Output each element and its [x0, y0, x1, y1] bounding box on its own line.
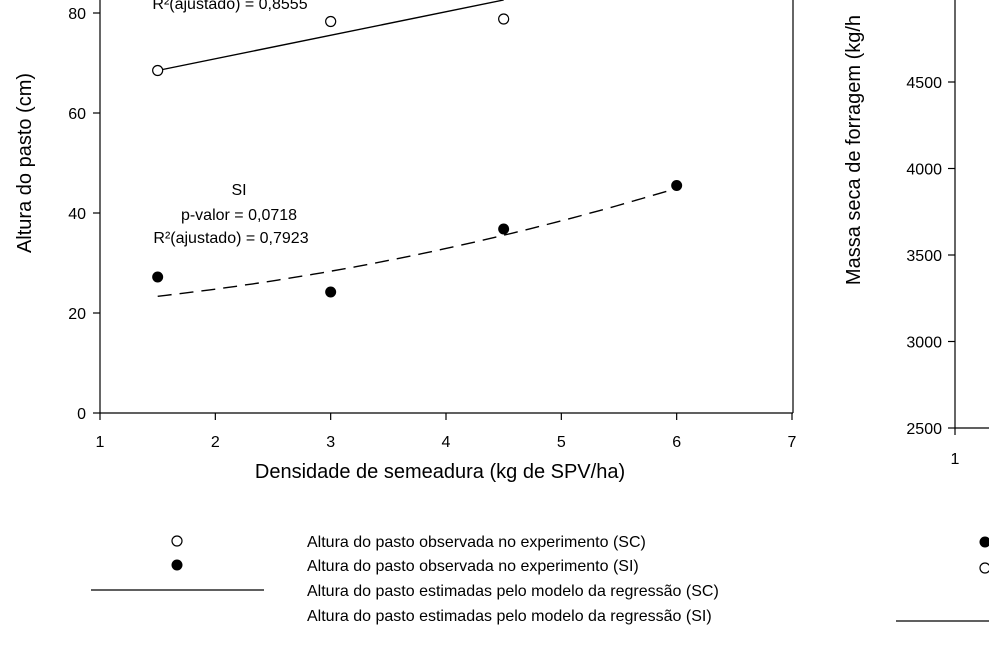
right-x-tick-label: 1	[951, 451, 960, 468]
left-y-tick-label: 40	[68, 206, 86, 223]
si-observed-point	[325, 286, 337, 298]
right-y-tick-label: 3000	[906, 335, 942, 352]
right-y-tick-label: 4000	[906, 162, 942, 179]
legend-item-si-observed: Altura do pasto observada no experimento…	[307, 558, 639, 575]
right-y-axis-title: Massa seca de forragem (kg/h	[843, 15, 865, 285]
left-x-axis-title: Densidade de semeadura (kg de SPV/ha)	[255, 461, 625, 483]
left-chart: 1 2 3 4 5 6 7 0 20 40 60 80 Densidade de semeadura…	[14, 0, 797, 483]
right-legend	[896, 536, 989, 622]
legend-item-si-estimated: Altura do pasto estimadas pelo modelo da…	[307, 608, 712, 625]
right-y-ticks: 2500 3000 3500 4000 4500	[906, 75, 955, 438]
left-y-tick-label: 60	[68, 106, 86, 123]
left-x-tick-label: 4	[442, 434, 451, 451]
left-y-ticks: 0 20 40 60 80	[68, 6, 100, 423]
right-x-ticks: 1	[951, 428, 960, 468]
left-x-tick-label: 7	[788, 434, 797, 451]
si-title-annotation: SI	[231, 182, 246, 199]
left-y-tick-label: 20	[68, 306, 86, 323]
si-observed-point	[498, 223, 510, 235]
si-r2-annotation: R²(ajustado) = 0,7923	[153, 230, 308, 247]
legend-item-sc-estimated: Altura do pasto estimadas pelo modelo da…	[307, 583, 719, 600]
left-x-tick-label: 3	[326, 434, 335, 451]
si-pvalue-annotation: p-valor = 0,0718	[181, 207, 297, 224]
left-x-ticks: 1 2 3 4 5 6 7	[96, 413, 797, 451]
left-y-tick-label: 0	[77, 406, 86, 423]
right-legend-open-circle-marker	[979, 562, 989, 574]
legend-item-sc-observed: Altura do pasto observada no experimento…	[307, 534, 646, 551]
sc-observed-points	[152, 13, 510, 77]
left-x-tick-label: 2	[211, 434, 220, 451]
si-observed-point	[671, 180, 683, 191]
si-regression-line	[157, 187, 677, 297]
left-x-tick-label: 1	[96, 434, 105, 451]
sc-regression-line	[157, 0, 504, 72]
left-y-axis-title: Altura do pasto (cm)	[14, 73, 36, 253]
left-x-tick-label: 5	[557, 434, 566, 451]
right-y-tick-label: 2500	[906, 421, 942, 438]
sc-r2-annotation: R²(ajustado) = 0,8555	[152, 0, 307, 13]
legend-filled-circle-marker	[171, 559, 183, 571]
si-observed-point	[152, 271, 164, 283]
right-chart: 2500 3000 3500 4000 4500 1 Massa seca de for…	[843, 0, 989, 468]
left-x-tick-label: 6	[672, 434, 681, 451]
left-y-tick-label: 80	[68, 6, 86, 23]
right-y-tick-label: 4500	[906, 75, 942, 92]
sc-observed-point	[152, 64, 164, 77]
legend-open-circle-marker	[171, 535, 183, 547]
si-observed-points	[152, 180, 683, 298]
sc-observed-point	[498, 13, 510, 25]
sc-observed-point	[325, 15, 337, 28]
right-legend-filled-circle-marker	[979, 536, 989, 548]
right-y-tick-label: 3500	[906, 248, 942, 265]
legend: Altura do pasto observada no experimento…	[91, 534, 719, 625]
